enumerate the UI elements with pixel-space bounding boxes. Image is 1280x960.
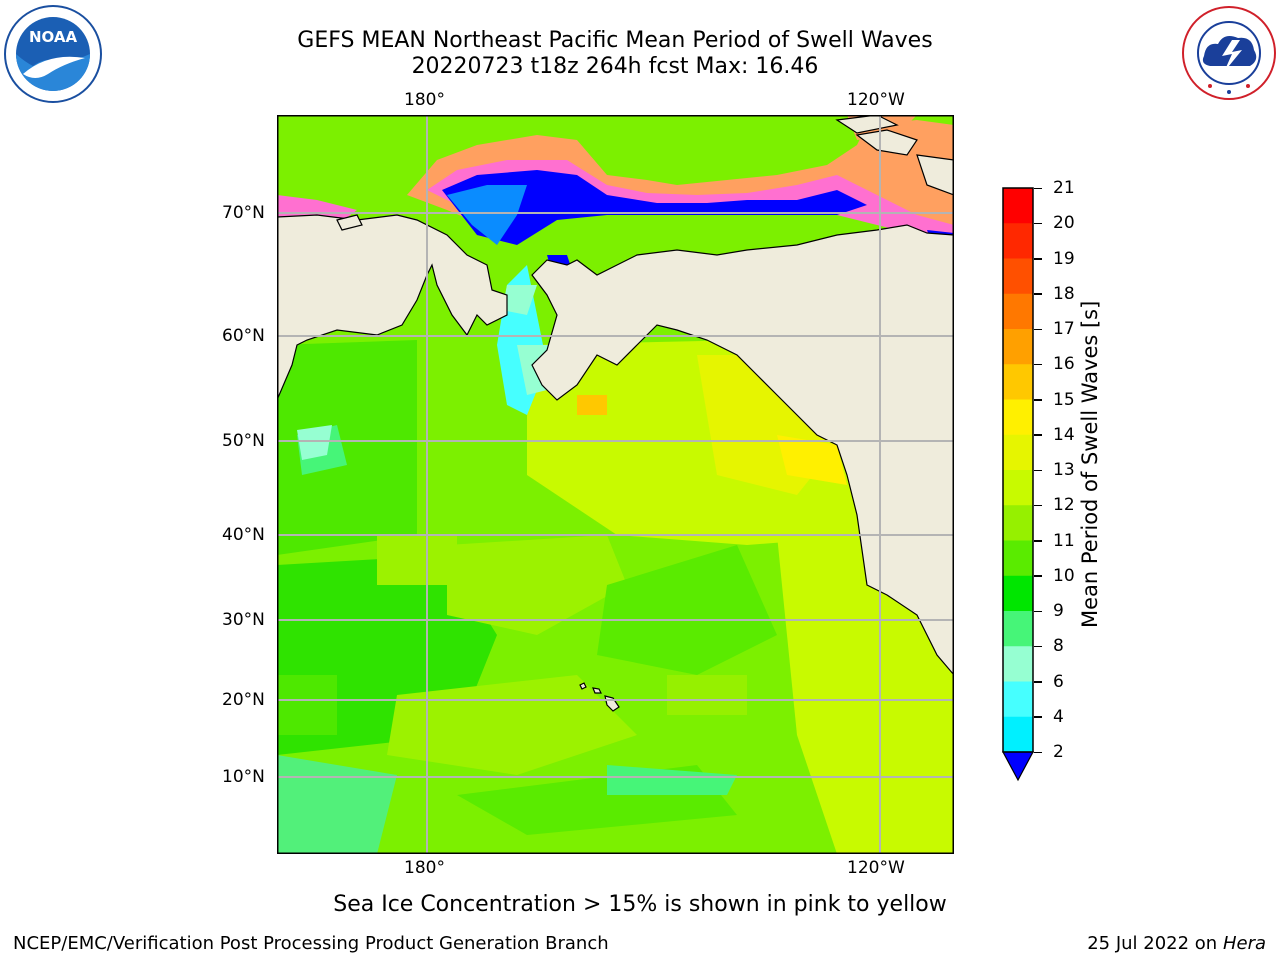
colorbar-tick-mark <box>1034 187 1042 189</box>
colorbar-tick-label: 11 <box>1053 530 1075 551</box>
colorbar-segment <box>1003 293 1033 330</box>
graticule <box>277 115 954 854</box>
colorbar <box>1001 187 1035 782</box>
colorbar-tick-mark <box>1034 681 1042 683</box>
colorbar-tick-label: 16 <box>1053 354 1075 375</box>
chart-subtitle: 20220723 t18z 264h fcst Max: 16.46 <box>411 54 819 79</box>
colorbar-segment <box>1003 646 1033 682</box>
colorbar-tick-label: 4 <box>1053 706 1064 727</box>
colorbar-segment <box>1003 470 1033 506</box>
colorbar-segment <box>1003 611 1033 647</box>
colorbar-tick-mark <box>1034 222 1042 225</box>
colorbar-segment <box>1003 223 1033 259</box>
colorbar-tick-label: 6 <box>1053 671 1064 692</box>
colorbar-segment <box>1003 258 1033 295</box>
lat-label-20n: 20°N <box>222 690 265 710</box>
colorbar-segment <box>1003 681 1033 718</box>
colorbar-tick-mark <box>1034 293 1042 295</box>
colorbar-segment <box>1003 399 1033 436</box>
chart-title: GEFS MEAN Northeast Pacific Mean Period … <box>297 28 933 53</box>
colorbar-tick-mark <box>1034 716 1042 718</box>
nws-logo <box>1182 6 1276 100</box>
lat-label-40n: 40°N <box>222 525 265 545</box>
colorbar-tick-label: 9 <box>1053 601 1064 621</box>
lat-label-50n: 50°N <box>222 431 265 451</box>
colorbar-tick-label: 21 <box>1053 178 1075 198</box>
colorbar-tick-mark <box>1034 645 1042 648</box>
colorbar-segment <box>1003 575 1033 612</box>
map-frame <box>277 115 954 854</box>
colorbar-tick-mark <box>1034 540 1042 542</box>
colorbar-tick-mark <box>1034 399 1042 401</box>
colorbar-segment <box>1003 329 1033 365</box>
footer-date-text: 25 Jul 2022 on <box>1087 933 1223 954</box>
colorbar-tick-label: 15 <box>1053 389 1075 410</box>
colorbar-tick-mark <box>1034 434 1042 436</box>
colorbar-tick-mark <box>1034 575 1042 577</box>
colorbar-tick-label: 17 <box>1053 319 1075 339</box>
colorbar-segment <box>1003 188 1033 224</box>
noaa-logo: NOAA <box>4 5 102 103</box>
colorbar-tick-mark <box>1034 751 1042 753</box>
colorbar-tick-label: 20 <box>1053 213 1075 234</box>
lat-label-70n: 70°N <box>222 203 265 223</box>
colorbar-segment <box>1003 505 1033 541</box>
colorbar-segment <box>1003 364 1033 400</box>
colorbar-extend-arrow <box>1001 751 1035 782</box>
colorbar-tick-mark <box>1034 469 1042 471</box>
lat-label-30n: 30°N <box>222 610 265 630</box>
colorbar-segment <box>1003 434 1033 471</box>
colorbar-tick-label: 19 <box>1053 248 1075 269</box>
colorbar-tick-mark <box>1034 610 1042 612</box>
colorbar-tick-label: 18 <box>1053 283 1075 304</box>
footer-credit: NCEP/EMC/Verification Post Processing Pr… <box>13 933 609 954</box>
top-lon-label-120w: 120°W <box>847 90 905 110</box>
colorbar-segment <box>1003 540 1033 577</box>
sea-ice-note: Sea Ice Concentration > 15% is shown in … <box>333 892 947 917</box>
colorbar-tick-label: 14 <box>1053 424 1075 445</box>
colorbar-tick-mark <box>1034 363 1042 366</box>
bottom-lon-label-120w: 120°W <box>847 858 905 878</box>
lat-label-10n: 10°N <box>222 767 265 787</box>
colorbar-tick-label: 13 <box>1053 460 1075 480</box>
colorbar-tick-label: 2 <box>1053 742 1064 762</box>
colorbar-tick-label: 8 <box>1053 636 1064 657</box>
footer-host: Hera <box>1222 933 1266 954</box>
top-lon-label-180: 180° <box>404 90 445 110</box>
colorbar-label: Mean Period of Swell Waves [s] <box>1078 300 1102 628</box>
lat-label-60n: 60°N <box>222 326 265 346</box>
noaa-logo-text: NOAA <box>29 28 78 46</box>
bottom-lon-label-180: 180° <box>404 858 445 878</box>
colorbar-tick-mark <box>1034 504 1042 507</box>
footer-date: 25 Jul 2022 on Hera <box>1087 933 1266 955</box>
colorbar-tick-mark <box>1034 328 1042 330</box>
colorbar-tick-label: 10 <box>1053 565 1075 586</box>
colorbar-segment <box>1003 716 1033 753</box>
colorbar-tick-mark <box>1034 258 1042 260</box>
colorbar-tick-label: 12 <box>1053 495 1075 516</box>
